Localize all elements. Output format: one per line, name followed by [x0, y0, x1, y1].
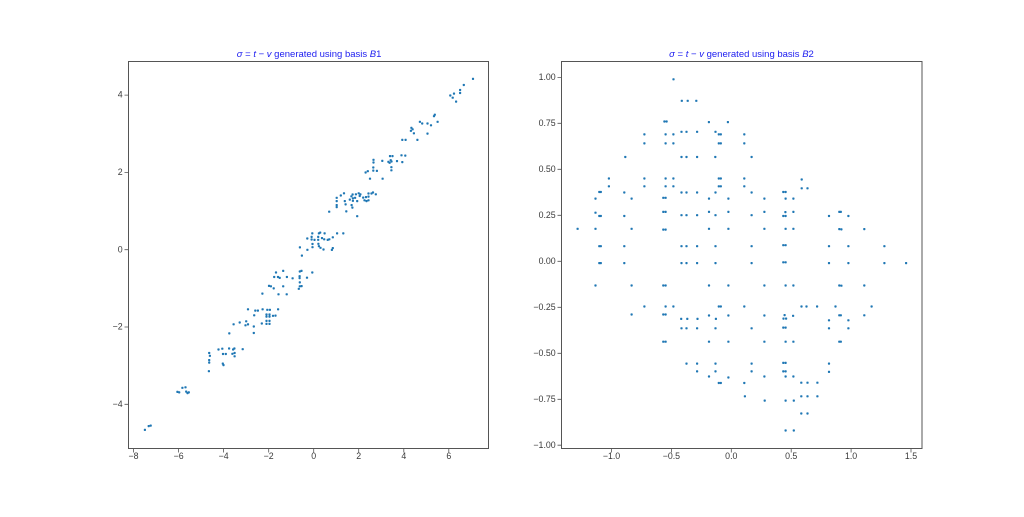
svg-text:2: 2	[356, 451, 361, 461]
svg-text:σ = t − v generated using basi: σ = t − v generated using basis B2	[669, 49, 814, 60]
svg-text:0.0: 0.0	[725, 451, 737, 461]
svg-text:−0.75: −0.75	[533, 394, 555, 404]
svg-text:0.25: 0.25	[539, 210, 556, 220]
svg-text:0: 0	[118, 244, 123, 254]
svg-text:1.5: 1.5	[905, 451, 917, 461]
svg-text:−6: −6	[174, 451, 184, 461]
svg-text:−2: −2	[113, 322, 123, 332]
svg-text:6: 6	[446, 451, 451, 461]
svg-text:4: 4	[118, 90, 123, 100]
svg-text:0.75: 0.75	[539, 118, 556, 128]
svg-text:4: 4	[401, 451, 406, 461]
svg-text:1.0: 1.0	[845, 451, 857, 461]
svg-text:−4: −4	[113, 399, 123, 409]
svg-text:−4: −4	[219, 451, 229, 461]
svg-text:−0.25: −0.25	[533, 302, 555, 312]
svg-text:0: 0	[311, 451, 316, 461]
svg-text:0.5: 0.5	[785, 451, 797, 461]
svg-text:σ = t − v generated using basi: σ = t − v generated using basis B1	[237, 49, 382, 60]
svg-text:2: 2	[118, 167, 123, 177]
svg-text:0.50: 0.50	[539, 164, 556, 174]
svg-text:−1.0: −1.0	[603, 451, 620, 461]
svg-text:−0.50: −0.50	[533, 348, 555, 358]
svg-text:0.00: 0.00	[539, 256, 556, 266]
svg-text:1.00: 1.00	[539, 72, 556, 82]
svg-text:−0.5: −0.5	[663, 451, 680, 461]
svg-text:−1.00: −1.00	[533, 440, 555, 450]
svg-text:−2: −2	[264, 451, 274, 461]
svg-text:−8: −8	[128, 451, 138, 461]
